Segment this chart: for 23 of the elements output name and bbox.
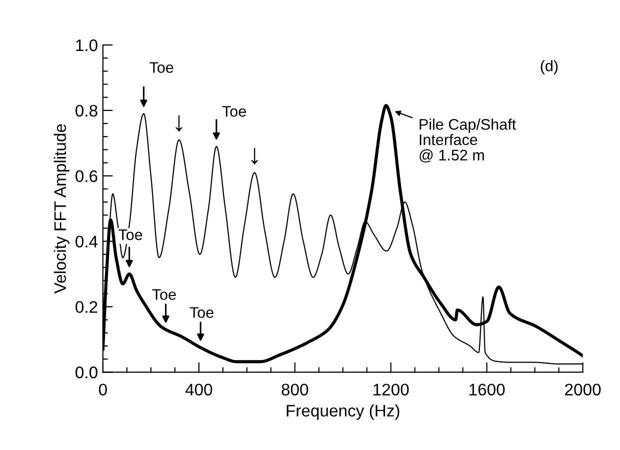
- x-tick-label: 1600: [470, 384, 505, 396]
- x-tick-label: 800: [282, 384, 308, 396]
- y-tick-label: 1.0: [76, 39, 98, 52]
- y-axis-title: Velocity FFT Amplitude: [54, 124, 70, 294]
- annotation: Toe: [190, 307, 214, 318]
- annotation: ↓: [176, 115, 182, 132]
- x-tick-label: 1200: [374, 384, 409, 396]
- x-tick-label: 400: [185, 384, 212, 396]
- annotation: Toe: [150, 62, 174, 73]
- y-tick-label: 0.4: [76, 236, 98, 248]
- x-tick-label: 2000: [565, 384, 601, 396]
- annotation: (d): [540, 60, 558, 74]
- y-tick-label: 0.0: [76, 366, 98, 378]
- annotation: Toe: [152, 289, 176, 300]
- y-tick-label: 0.8: [76, 104, 98, 117]
- y-tick-label: 0.2: [76, 301, 98, 313]
- x-tick-label: 0: [98, 384, 107, 396]
- annotation: Toe: [222, 106, 246, 117]
- annotation: Toe: [118, 229, 142, 240]
- y-tick-label: 0.6: [76, 170, 98, 182]
- annotation: Pile Cap/Shaft Interface @ 1.52 m: [420, 118, 516, 162]
- annotation: ↓: [251, 148, 258, 164]
- x-axis-title: Frequency (Hz): [286, 404, 400, 420]
